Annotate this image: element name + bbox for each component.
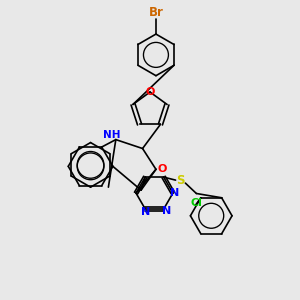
Text: NH: NH [103, 130, 120, 140]
Text: S: S [176, 174, 184, 187]
Text: Br: Br [148, 6, 164, 19]
Text: N: N [162, 206, 171, 215]
Text: O: O [158, 164, 167, 174]
Text: Cl: Cl [190, 198, 202, 208]
Text: O: O [145, 87, 155, 97]
Text: N: N [141, 207, 150, 217]
Text: N: N [170, 188, 179, 198]
